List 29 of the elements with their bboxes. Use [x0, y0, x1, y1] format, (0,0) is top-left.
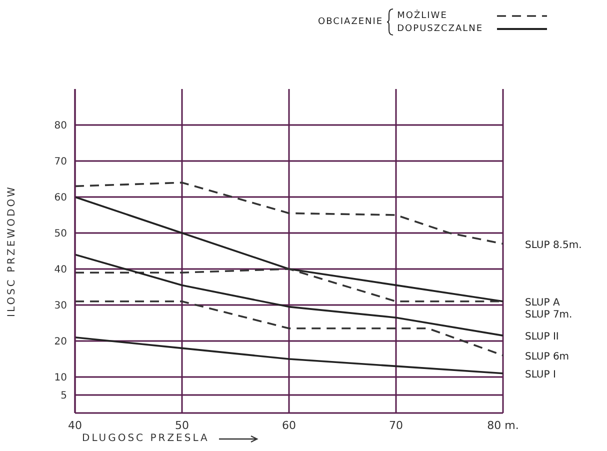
- line-series: [75, 196, 503, 302]
- y-tick-label: 60: [54, 192, 67, 204]
- y-axis-title: ILOSC PRZEWODOW: [6, 185, 18, 317]
- y-tick-label: 40: [54, 264, 67, 276]
- y-tick-label: 50: [54, 228, 67, 240]
- y-tick-label: 30: [54, 300, 67, 312]
- line-series: [75, 182, 503, 245]
- text: SLUP I: [525, 369, 556, 380]
- text: SLUP 6m: [525, 351, 570, 362]
- y-tick-label: 20: [54, 336, 67, 348]
- line-series: [75, 336, 503, 374]
- text: MOŻLIWE: [397, 10, 448, 20]
- x-axis-title: DLUGOSC PRZESLA: [82, 433, 210, 444]
- y-tick-label: 10: [54, 372, 67, 384]
- x-tick-label: 70: [389, 418, 403, 432]
- y-tick-label: 80: [54, 120, 67, 132]
- text: SLUP 8.5m.: [525, 240, 582, 251]
- x-tick-label: 60: [282, 418, 296, 432]
- line-series: [75, 254, 503, 336]
- y-tick-label: 5: [60, 390, 67, 402]
- text: SLUP A: [525, 297, 560, 308]
- text: DOPUSZCZALNE: [397, 24, 484, 34]
- x-tick-label: 50: [175, 418, 189, 432]
- x-tick-label: 40: [68, 418, 82, 432]
- x-tick-label: 80 m.: [487, 418, 519, 432]
- legend-title: OBCIAZENIE: [318, 17, 384, 27]
- y-tick-label: 70: [54, 156, 67, 168]
- text: SLUP II: [525, 332, 559, 343]
- text: SLUP 7m.: [525, 309, 572, 320]
